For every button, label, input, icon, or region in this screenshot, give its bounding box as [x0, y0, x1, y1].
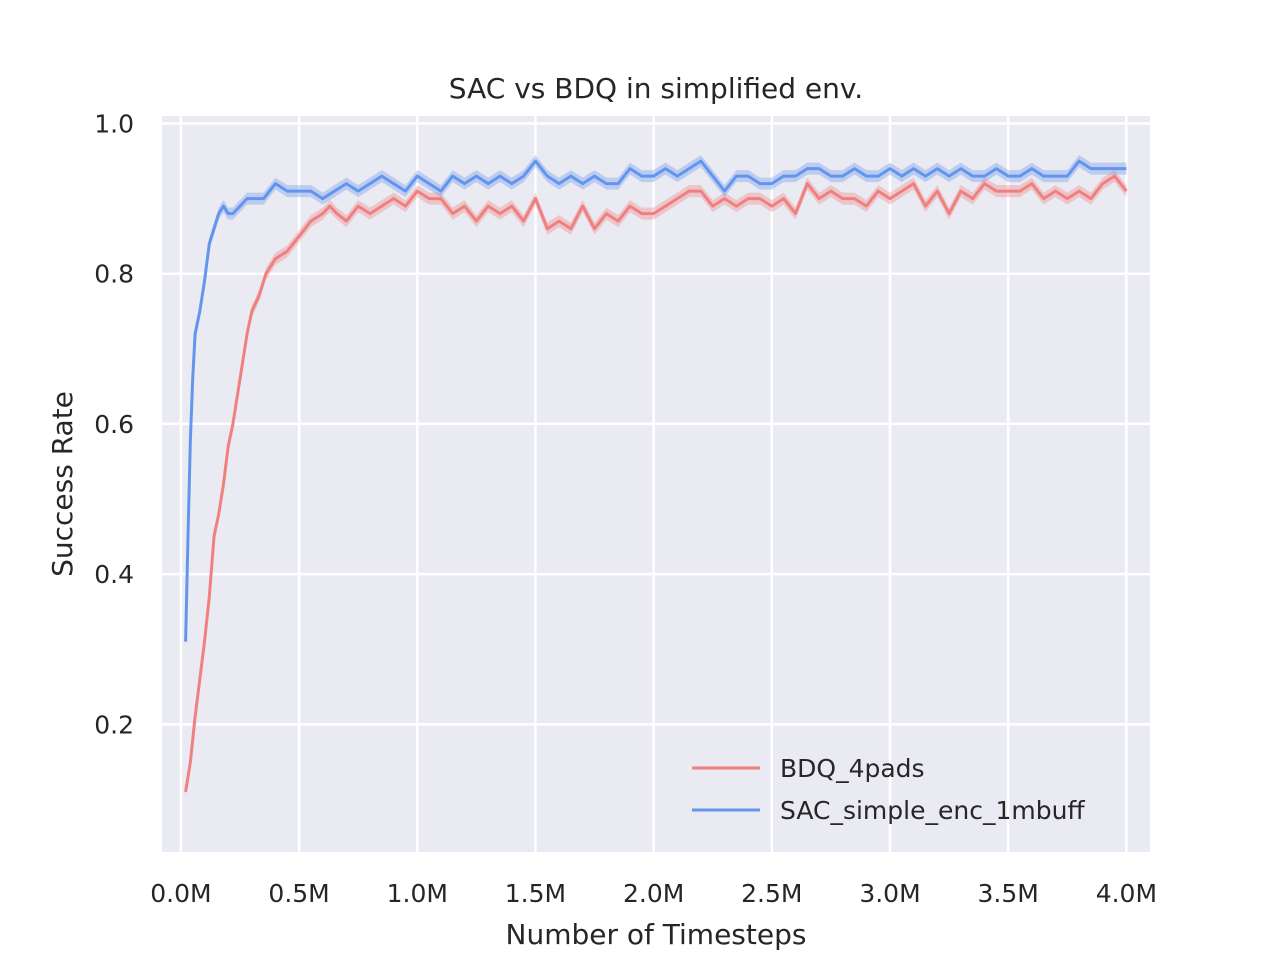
x-tick-label: 2.0M: [623, 879, 684, 908]
x-tick-label: 4.0M: [1096, 879, 1157, 908]
x-tick-label: 3.5M: [978, 879, 1039, 908]
plot-area: [162, 116, 1150, 852]
grid: [162, 116, 1150, 852]
y-tick-label: 0.8: [94, 260, 134, 289]
x-tick-labels: 0.0M 0.5M 1.0M 1.5M 2.0M 2.5M 3.0M 3.5M 4.0M: [150, 879, 1157, 908]
y-tick-label: 0.4: [94, 560, 134, 589]
chart-title: SAC vs BDQ in simplified env.: [449, 72, 863, 105]
x-tick-label: 2.5M: [741, 879, 802, 908]
y-tick-labels: 0.2 0.4 0.6 0.8 1.0: [94, 110, 134, 740]
y-axis-label: Success Rate: [46, 391, 79, 577]
x-tick-label: 0.5M: [268, 879, 329, 908]
y-tick-label: 1.0: [94, 110, 134, 139]
series-line-1: [184, 159, 1127, 642]
series-group: [184, 155, 1128, 798]
y-tick-label: 0.2: [94, 710, 134, 739]
legend-label-1: SAC_simple_enc_1mbuff: [780, 796, 1085, 825]
x-tick-label: 1.5M: [505, 879, 566, 908]
legend-label-0: BDQ_4pads: [780, 754, 925, 783]
y-tick-label: 0.6: [94, 410, 134, 439]
legend: BDQ_4pads SAC_simple_enc_1mbuff: [692, 754, 1085, 825]
x-tick-label: 0.0M: [150, 879, 211, 908]
x-tick-label: 3.0M: [859, 879, 920, 908]
x-axis-label: Number of Timesteps: [506, 918, 807, 951]
series-line-0: [184, 174, 1128, 793]
x-tick-label: 1.0M: [387, 879, 448, 908]
